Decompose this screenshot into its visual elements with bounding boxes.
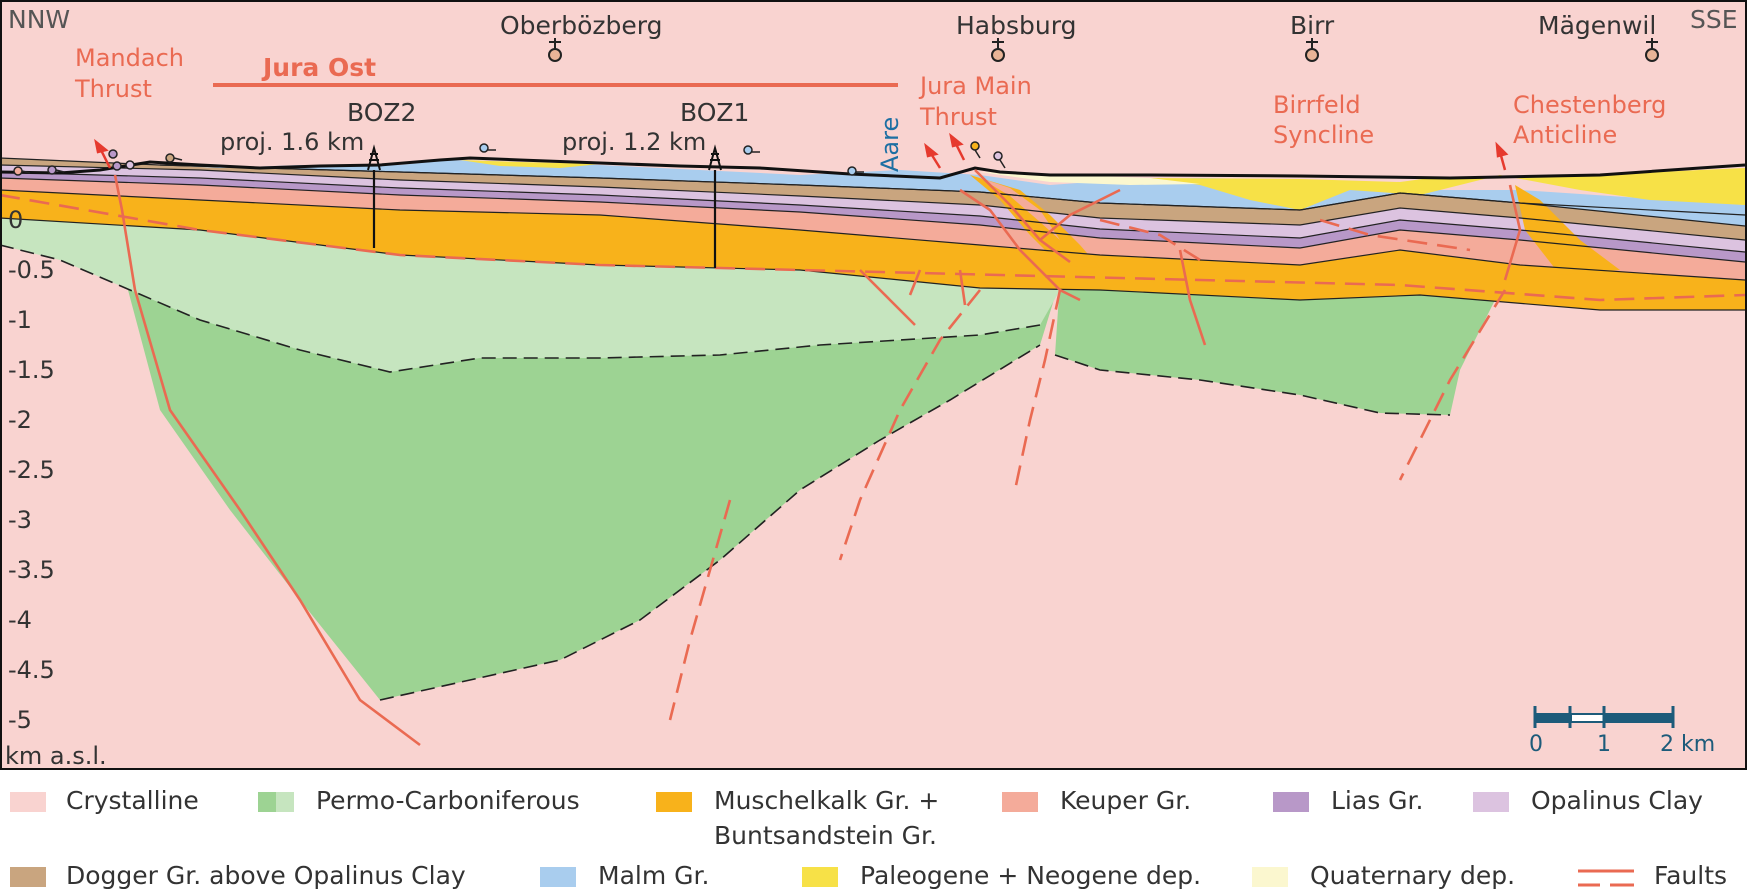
legend-swatch-keuper [1002, 792, 1038, 812]
muschelkalk-layer [0, 190, 1745, 310]
y-tick-1.5: -1.5 [8, 356, 55, 384]
place-oberbozberg: Oberbözberg [500, 11, 662, 40]
legend-swatch-faults [1578, 869, 1634, 887]
legend-quaternary: Quaternary dep. [1310, 861, 1516, 890]
fault-lines [113, 169, 1522, 747]
permo-east-base-dashed [1054, 354, 1451, 416]
scale-bar: 0 1 2 km [1529, 706, 1715, 757]
y-axis: 0 -0.5 -1 -1.5 -2 -2.5 -3 -3.5 -4 -4.5 -… [5, 206, 107, 770]
region-label-jura-ost: Jura Ost [261, 53, 376, 82]
scale-tick-1: 1 [1597, 732, 1611, 757]
legend-swatch-opalinus [1473, 792, 1509, 812]
legend-muschelkalk-line2: Buntsandstein Gr. [714, 821, 937, 850]
scale-tick-0: 0 [1529, 732, 1543, 757]
place-magenwil: Mägenwil [1538, 11, 1656, 40]
jura-main-thrust-line1: Jura Main [918, 72, 1032, 100]
section-frame [0, 0, 1747, 770]
y-tick-3: -3 [8, 506, 32, 534]
legend-swatch-malm [540, 867, 576, 887]
y-tick-0.5: -0.5 [8, 256, 55, 284]
fault-lines-dashed [0, 193, 1746, 721]
place-markers [548, 38, 1659, 62]
legend-opalinus: Opalinus Clay [1531, 786, 1703, 815]
borehole-boz2-name: BOZ2 [347, 98, 416, 127]
place-birr: Birr [1290, 11, 1335, 40]
legend-keuper: Keuper Gr. [1060, 786, 1192, 815]
permo-carboniferous-east [1055, 280, 1500, 415]
chestenberg-anticline-line2: Anticline [1513, 121, 1617, 149]
y-tick-4.5: -4.5 [8, 656, 55, 684]
legend-paleogene: Paleogene + Neogene dep. [860, 861, 1202, 890]
legend-faults: Faults [1654, 861, 1728, 890]
thrust-arrows [94, 132, 1509, 171]
y-tick-3.5: -3.5 [8, 556, 55, 584]
jura-main-thrust-line2: Thrust [919, 103, 997, 131]
legend-swatch-crystalline [10, 792, 46, 812]
paleogene-neogene-west [460, 160, 600, 168]
legend-muschelkalk-line1: Muschelkalk Gr. + [714, 786, 940, 815]
river-label-aare: Aare [876, 117, 904, 172]
legend-permo: Permo-Carboniferous [316, 786, 580, 815]
scale-tick-2: 2 km [1660, 732, 1715, 757]
y-tick-4: -4 [8, 606, 32, 634]
boreholes: BOZ2 proj. 1.6 km BOZ1 proj. 1.2 km [220, 98, 749, 268]
dogger-layer [0, 158, 1745, 240]
y-tick-0: 0 [8, 206, 23, 234]
borehole-boz1-proj: proj. 1.2 km [562, 128, 706, 156]
legend-lias: Lias Gr. [1331, 786, 1424, 815]
legend-swatch-lias [1273, 792, 1309, 812]
keuper-layer [0, 178, 1745, 280]
mandach-thrust-line2: Thrust [74, 75, 152, 103]
geological-cross-section: 0 -0.5 -1 -1.5 -2 -2.5 -3 -3.5 -4 -4.5 -… [0, 0, 1747, 770]
place-habsburg: Habsburg [956, 11, 1076, 40]
legend-swatch-dogger [10, 867, 46, 887]
borehole-boz1-name: BOZ1 [680, 98, 749, 127]
topography-line [0, 156, 1746, 180]
legend-swatch-paleogene [802, 867, 838, 887]
chestenberg-anticline-line1: Chestenberg [1513, 91, 1666, 119]
legend-swatch-permo [258, 792, 294, 812]
chestenberg-core [1515, 185, 1620, 275]
legend-swatch-quaternary [1252, 867, 1288, 887]
dip-markers [13, 141, 1006, 176]
borehole-boz2-proj: proj. 1.6 km [220, 128, 364, 156]
unit-label: km a.s.l. [5, 742, 107, 770]
direction-left: NNW [8, 5, 70, 34]
birrfeld-syncline-line1: Birrfeld [1273, 91, 1361, 119]
legend-crystalline: Crystalline [66, 786, 199, 815]
legend: Crystalline Permo-Carboniferous Muschelk… [0, 770, 1747, 895]
birrfeld-syncline-line2: Syncline [1273, 121, 1374, 149]
opalinus-layer [0, 165, 1745, 252]
direction-right: SSE [1690, 5, 1738, 34]
y-tick-2: -2 [8, 406, 32, 434]
place-names: Oberbözberg Habsburg Birr Mägenwil [500, 11, 1656, 40]
y-tick-1: -1 [8, 306, 32, 334]
legend-malm: Malm Gr. [598, 861, 710, 890]
y-tick-5: -5 [8, 706, 32, 734]
mandach-thrust-line1: Mandach [75, 44, 184, 72]
y-tick-2.5: -2.5 [8, 456, 55, 484]
structure-labels: Mandach Thrust Jura Main Thrust Birrfeld… [74, 44, 1666, 149]
legend-swatch-muschelkalk [656, 792, 692, 812]
paleogene-neogene-deposits [1150, 168, 1745, 210]
legend-dogger: Dogger Gr. above Opalinus Clay [66, 861, 466, 890]
permo-boundary-dashed [0, 244, 1041, 373]
